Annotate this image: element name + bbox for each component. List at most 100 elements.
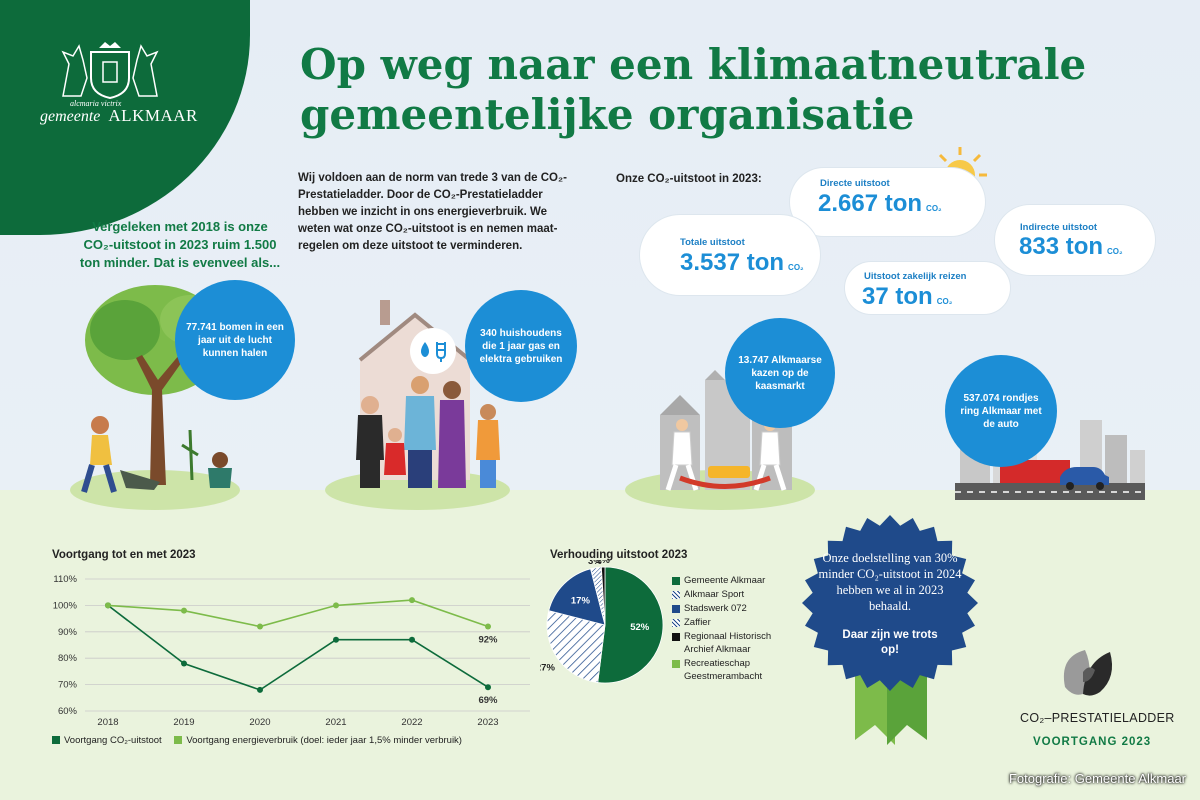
pie-legend-item: Recreatieschap Geestmerambacht [672,657,792,683]
x-tick-label: 2022 [401,717,422,728]
comparison-line-1: Vergeleken met 2018 is onze [92,219,268,234]
logo-name-city: ALKMAAR [108,106,198,125]
pie-legend-item: Stadswerk 072 [672,602,792,615]
legend-energy: Voortgang energieverbruik (doel: ieder j… [174,735,462,746]
y-tick-label: 90% [58,627,78,638]
cheese-bubble: 13.747 Alkmaarse kazen op de kaasmarkt [725,318,835,428]
cloud-indirect [995,205,1155,275]
y-tick-label: 70% [58,680,78,691]
title-line-1: Op weg naar een klimaatneutrale [300,40,1087,89]
pie-legend-label: Recreatieschap Geestmerambacht [684,658,763,682]
emission-pie-chart: 52% 27% 17% 3%1% [540,560,664,684]
pie-legend-swatch [672,660,680,668]
energy-point [257,623,263,630]
energy-point [485,623,491,630]
total-value-number: 3.537 ton [680,249,785,276]
comparison-line-2: CO₂-uitstoot in 2023 ruim 1.500 [83,237,277,252]
energy-point [333,602,339,609]
total-label: Totale uitstoot [680,237,745,248]
ladder-sub: VOORTGANG 2023 [1033,736,1152,748]
pie-legend-swatch [672,591,680,599]
ring-bubble: 537.074 rondjes ring Alkmaar met de auto [945,355,1057,467]
co2-end-label: 69% [478,695,498,706]
photo-credit: Fotografie: Gemeente Alkmaar [1008,771,1186,786]
total-unit: CO₂ [788,263,804,272]
cloud-direct [790,168,985,236]
indirect-unit: CO₂ [1107,247,1123,256]
co2-point [257,686,263,693]
pie-slice [597,566,664,684]
ladder-name: CO₂–PRESTATIELADDER [1020,711,1175,725]
line-chart-title: Voortgang tot en met 2023 [52,549,196,561]
pie-slice-label: 17% [571,595,591,606]
pie-legend-swatch [672,605,680,613]
cloud-travel [845,262,1010,314]
pie-legend-swatch [672,619,680,627]
x-tick-label: 2021 [325,717,346,728]
indirect-value: 833 ton CO₂ [1019,233,1123,261]
pie-chart-legend: Gemeente Alkmaar Alkmaar Sport Stadswerk 0… [672,574,792,684]
travel-value: 37 ton CO₂ [862,283,952,311]
intro-text: Wij voldoen aan de norm van trede 3 van … [298,172,567,252]
logo-motto: alcmaria victrix [70,99,122,108]
pie-legend-swatch [672,633,680,641]
travel-unit: CO₂ [936,297,953,306]
alkmaar-crest-icon [55,38,165,100]
legend-energy-label: Voortgang energieverbruik (doel: ieder j… [186,735,462,746]
direct-value: 2.667 ton CO₂ [818,190,942,218]
pie-slice-label: 3% [588,560,602,567]
comparison-line-3: ton minder. Dat is evenveel als... [79,255,281,270]
energy-point [181,607,187,614]
pie-legend-label: Regionaal Historisch Archief Alkmaar [684,631,772,655]
direct-value-number: 2.667 ton [818,190,923,217]
ladder-logo-icon [1055,642,1125,702]
pie-slice [600,566,606,626]
comparison-text: Vergeleken met 2018 is onze CO₂-uitstoot… [60,218,300,272]
pie-slice [548,568,606,626]
emissions-heading: Onze CO₂-uitstoot in 2023: [616,173,762,185]
city-car-illustration-icon [955,415,1145,500]
line-chart-legend: Voortgang CO₂-uitstoot Voortgang energie… [52,735,462,746]
page-title: Op weg naar een klimaatneutrale gemeente… [300,40,1180,140]
y-tick-label: 80% [58,653,78,664]
progress-line-chart: 60% 70% 80% 90% 100% 110% 2018 2019 2020 2021 2022… [53,574,530,728]
logo-name: gemeente ALKMAAR [40,106,198,126]
energy-point [105,602,111,609]
co2-point [409,636,415,643]
pie-legend-label: Stadswerk 072 [684,603,747,614]
badge-proud: Daar zijn we trots op! [842,629,938,656]
co2-point [181,660,187,667]
pie-chart-title: Verhouding uitstoot 2023 [550,549,688,561]
legend-co2: Voortgang CO₂-uitstoot [52,735,162,746]
travel-label: Uitstoot zakelijk reizen [864,271,967,282]
pie-legend-swatch [672,577,680,585]
indirect-label: Indirecte uitstoot [1020,222,1098,233]
energy-icon [410,328,456,374]
legend-co2-label: Voortgang CO₂-uitstoot [64,735,162,746]
energy-end-label: 92% [478,635,498,646]
indirect-value-number: 833 ton [1019,233,1104,260]
y-tick-label: 110% [53,574,77,585]
x-tick-label: 2020 [249,717,270,728]
pie-slice-label: 1% [596,560,610,566]
pie-slice [546,610,606,683]
pie-legend-label: Zaffier [684,617,711,628]
trees-bubble: 77.741 bomen in een jaar uit de lucht ku… [175,280,295,400]
cloud-total [640,215,820,295]
pie-legend-item: Gemeente Alkmaar [672,574,792,587]
x-tick-label: 2018 [97,717,118,728]
pie-legend-label: Alkmaar Sport [684,589,745,600]
direct-unit: CO₂ [926,204,942,213]
energy-series-line [107,599,489,628]
title-line-2: gemeentelijke organisatie [300,90,915,139]
logo-name-prefix: gemeente [40,108,101,125]
achievement-badge [795,515,985,755]
x-tick-label: 2019 [173,717,194,728]
pie-legend-label: Gemeente Alkmaar [684,575,766,586]
energy-point [409,597,415,604]
y-tick-label: 100% [53,600,78,611]
direct-label: Directe uitstoot [820,178,890,189]
co2-point [485,684,491,691]
total-value: 3.537 ton CO₂ [680,249,804,277]
y-tick-label: 60% [58,706,78,717]
